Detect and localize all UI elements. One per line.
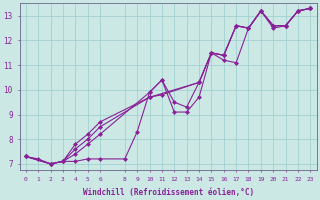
X-axis label: Windchill (Refroidissement éolien,°C): Windchill (Refroidissement éolien,°C) [83, 188, 254, 197]
